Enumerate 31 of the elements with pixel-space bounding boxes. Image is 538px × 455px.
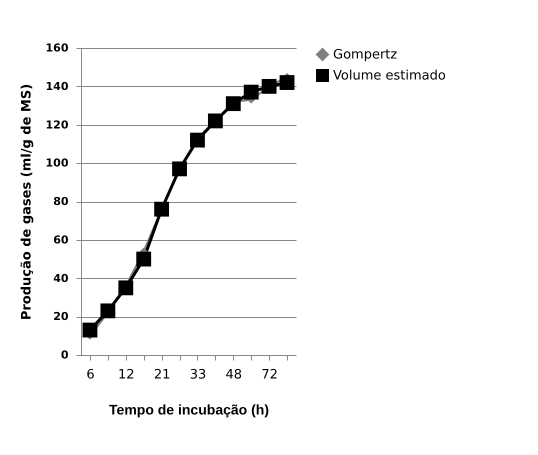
point <box>244 84 259 100</box>
point <box>226 96 241 112</box>
point <box>118 280 134 296</box>
x-tick-label: 48 <box>226 368 242 382</box>
point <box>100 303 116 318</box>
x-tick-label: 12 <box>118 368 135 382</box>
point <box>154 202 170 217</box>
y-tick-label: 0 <box>60 348 69 362</box>
y-tick-label: 140 <box>46 80 69 93</box>
point <box>262 78 277 94</box>
legend-label: Gompertz <box>333 48 398 62</box>
point <box>280 75 294 90</box>
x-tick-label: 33 <box>190 368 206 382</box>
point <box>190 132 205 148</box>
point <box>136 252 152 266</box>
point <box>82 322 98 338</box>
legend-label: Volume estimado <box>333 68 446 84</box>
y-tick-label: 80 <box>53 195 69 208</box>
x-tick-label: 6 <box>86 368 95 382</box>
y-axis-title: Produção de gases (ml/g de MS) <box>20 84 35 320</box>
y-tick-label: 40 <box>53 272 69 285</box>
y-tick-label: 20 <box>53 310 69 324</box>
x-axis-title: Tempo de incubação (h) <box>109 402 269 418</box>
y-tick-label: 100 <box>46 156 69 170</box>
y-tick-label: 160 <box>46 42 69 54</box>
point <box>208 113 223 128</box>
x-tick-label: 21 <box>154 368 170 382</box>
y-tick-label: 60 <box>53 233 69 246</box>
x-tick-label: 72 <box>261 368 278 382</box>
y-tick-label: 120 <box>46 118 69 132</box>
point <box>172 161 187 176</box>
